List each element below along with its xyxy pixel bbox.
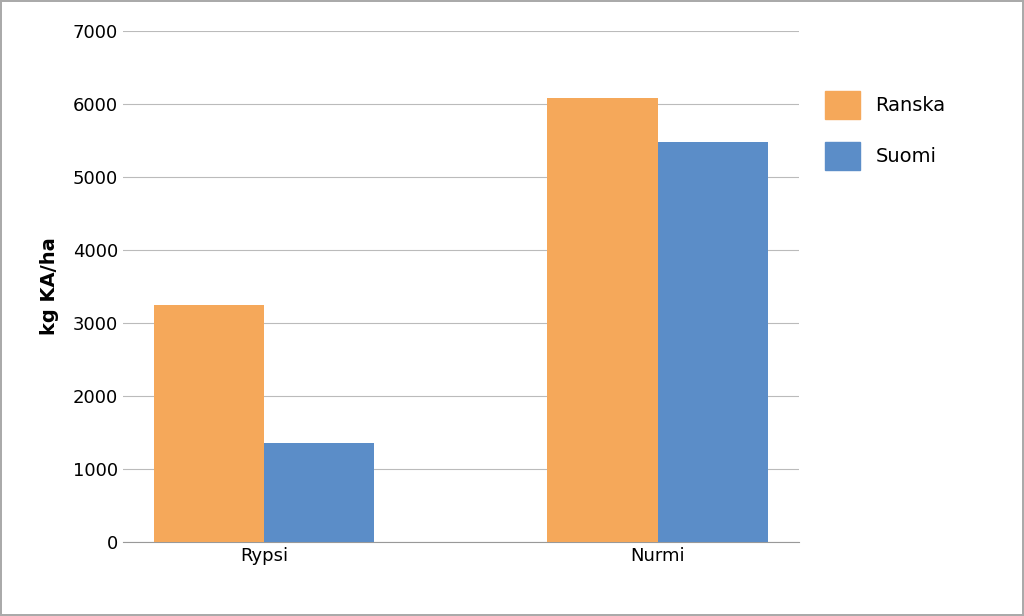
Legend: Ranska, Suomi: Ranska, Suomi bbox=[815, 81, 955, 179]
Bar bbox=[548, 98, 657, 542]
Y-axis label: kg KA/ha: kg KA/ha bbox=[40, 238, 58, 335]
Bar bbox=[264, 444, 374, 542]
Bar bbox=[657, 142, 768, 542]
Bar bbox=[154, 305, 264, 542]
